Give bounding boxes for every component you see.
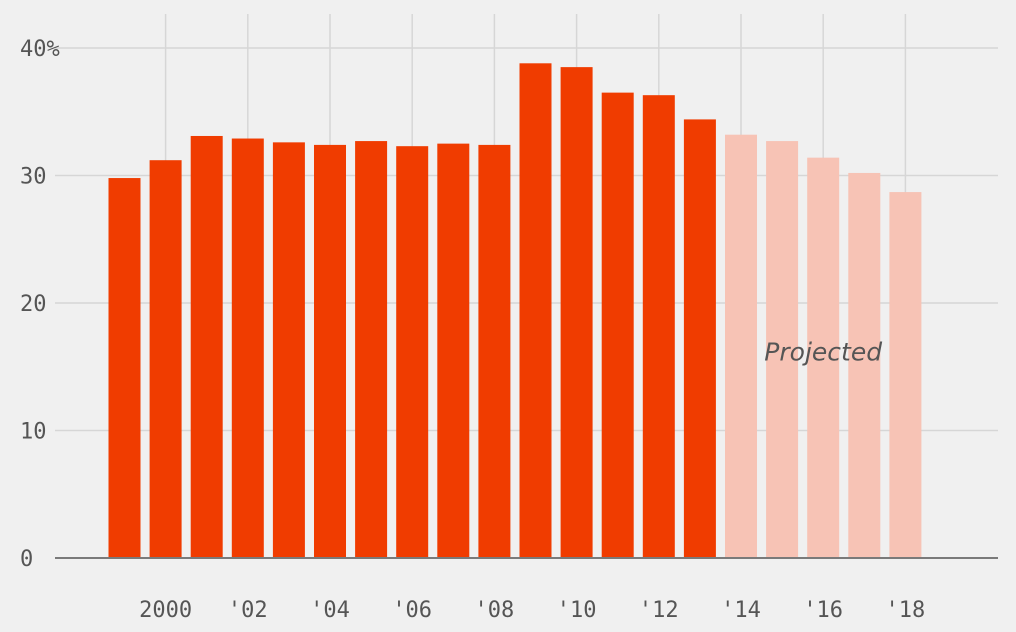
projected-annotation: Projected: [764, 337, 882, 366]
x-tick-label: '12: [639, 598, 679, 623]
projected-bar: [889, 192, 922, 558]
y-tick-label: 0: [20, 547, 33, 572]
x-tick-label: '04: [310, 598, 350, 623]
projected-bar: [848, 172, 881, 558]
bar: [355, 141, 388, 558]
x-tick-label: '02: [228, 598, 268, 623]
bar: [437, 143, 470, 558]
y-tick-label: 40%: [20, 37, 60, 62]
bar: [560, 67, 593, 558]
y-tick-label: 20: [20, 292, 47, 317]
y-tick-label: 10: [20, 420, 47, 445]
bar: [231, 138, 264, 558]
x-tick-label: 2000: [139, 598, 192, 623]
x-tick-label: '10: [557, 598, 597, 623]
bars: [108, 63, 922, 559]
projected-bar: [725, 134, 757, 558]
x-tick-label: '16: [803, 598, 843, 623]
x-tick-label: '08: [475, 598, 515, 623]
projected-bar: [766, 141, 799, 558]
bar: [601, 92, 634, 558]
bar: [519, 63, 552, 559]
bar: [149, 160, 182, 558]
bar: [683, 119, 716, 559]
bar: [108, 178, 141, 559]
bar: [396, 146, 429, 559]
x-tick-label: '06: [392, 598, 432, 623]
y-tick-label: 30: [20, 165, 47, 190]
bar: [642, 95, 675, 559]
projected-bar: [807, 157, 840, 558]
x-tick-label: '18: [886, 598, 926, 623]
bar: [314, 144, 346, 558]
bar: [478, 144, 511, 558]
axes: 0 10 20 30 40% 2000 '02 '04 '06 '08 '10 '12 '14 '16 '1…: [20, 37, 998, 623]
bar: [190, 135, 223, 558]
bar: [272, 142, 305, 558]
x-tick-label: '14: [721, 598, 761, 623]
